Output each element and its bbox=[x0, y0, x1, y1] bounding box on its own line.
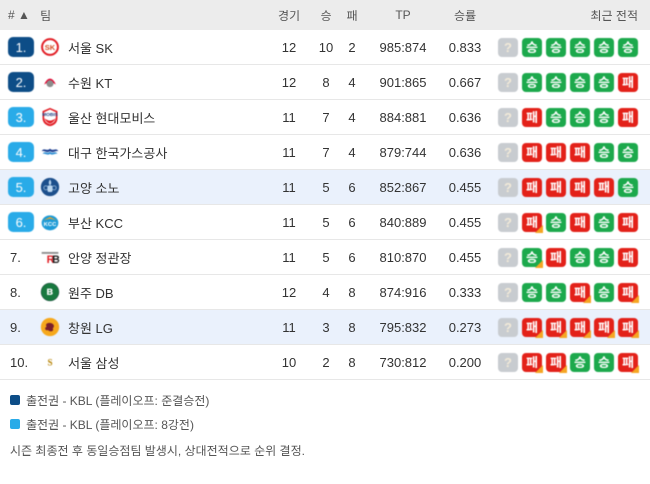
svg-text:SK: SK bbox=[45, 43, 56, 52]
svg-text:S: S bbox=[47, 357, 52, 367]
svg-text:B: B bbox=[52, 254, 60, 266]
svg-text:KCC: KCC bbox=[44, 222, 57, 228]
svg-text:MOBIS: MOBIS bbox=[42, 112, 59, 118]
